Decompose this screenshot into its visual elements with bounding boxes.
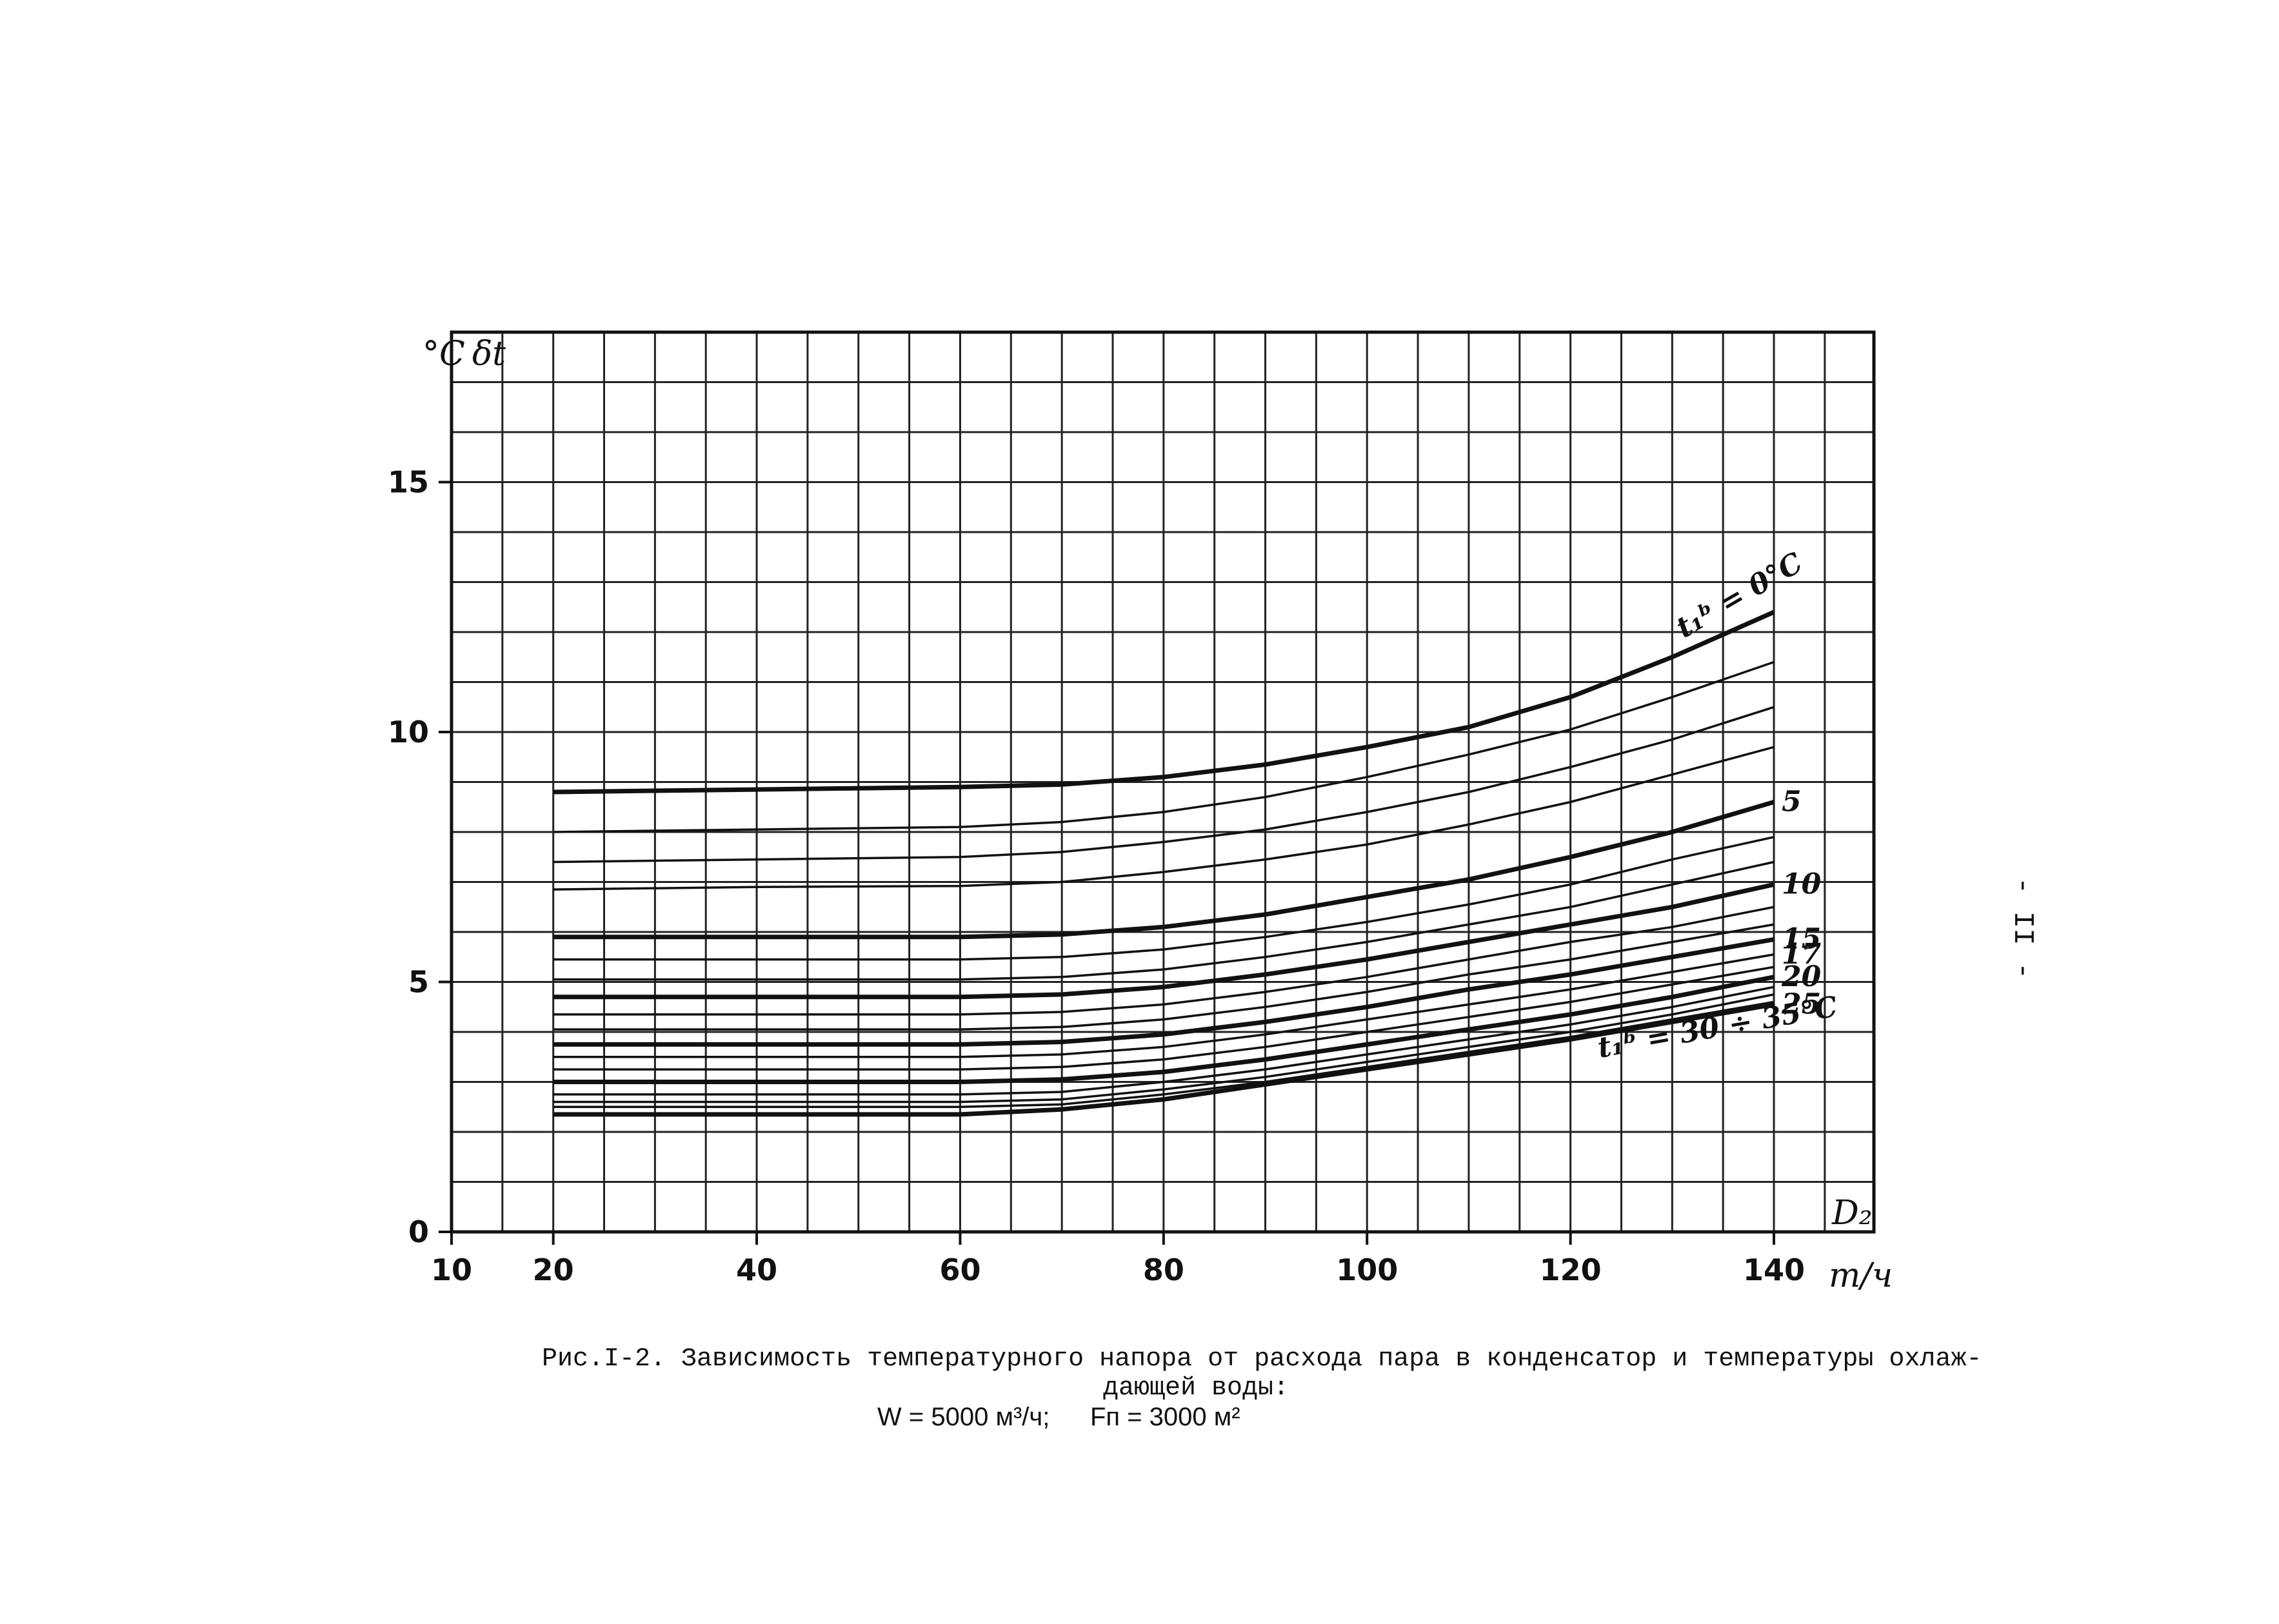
grid xyxy=(450,330,1876,1234)
series-line xyxy=(553,975,1775,1084)
series-line xyxy=(553,953,1775,1058)
y-tick-label: 15 xyxy=(388,465,429,500)
x-axis-label: D₂ xyxy=(1831,1194,1873,1233)
x-tick-label: 10 xyxy=(431,1253,472,1287)
series-label: 20 xyxy=(1781,960,1822,993)
y-tick-label: 10 xyxy=(388,715,429,749)
series-line xyxy=(553,706,1775,864)
x-tick-label: 140 xyxy=(1743,1253,1805,1287)
annotation-bottom-curve: t₁ᵇ = 30 ÷ 35°C xyxy=(1595,990,1840,1065)
figure-caption-formula-f: Fп = 3000 м² xyxy=(1090,1403,1240,1431)
page-number: - II - xyxy=(2006,877,2038,980)
series-line xyxy=(553,660,1775,833)
series-line xyxy=(553,965,1775,1071)
x-tick-label: 120 xyxy=(1540,1253,1602,1287)
series-label: 17 xyxy=(1782,938,1822,971)
x-tick-label: 40 xyxy=(736,1253,777,1287)
figure-caption-line2: дающей воды: xyxy=(1103,1374,1289,1403)
series-line xyxy=(553,860,1775,981)
x-tick-label: 20 xyxy=(533,1253,574,1287)
figure-caption-line1: Рис.I-2. Зависимость температурного напо… xyxy=(542,1345,1982,1374)
series-label: 5 xyxy=(1782,786,1802,818)
y-tick-label: 0 xyxy=(408,1214,429,1249)
series-line xyxy=(553,609,1775,795)
series-line xyxy=(553,1000,1775,1109)
x-tick-label: 100 xyxy=(1336,1253,1398,1287)
y-axis-label: δt xyxy=(472,335,506,373)
series-line xyxy=(553,800,1775,940)
series-label: 15 xyxy=(1782,923,1821,956)
series-line xyxy=(553,882,1775,1000)
figure-caption-formula-w: W = 5000 м³/ч; xyxy=(877,1403,1050,1431)
series-line xyxy=(553,937,1775,1047)
series-label: 10 xyxy=(1782,867,1822,900)
y-tick-label: 5 xyxy=(408,965,429,1000)
y-axis-unit: °C xyxy=(423,335,465,373)
annotation-top-curve: t₁ᵇ = 0°C xyxy=(1671,546,1808,645)
series-line xyxy=(553,985,1775,1096)
series-line xyxy=(553,836,1775,961)
series-line xyxy=(553,906,1775,1016)
x-axis-unit: т/ч xyxy=(1829,1256,1893,1295)
series-label: 25 xyxy=(1781,987,1821,1020)
series-line xyxy=(553,1002,1775,1117)
x-tick-label: 60 xyxy=(939,1253,980,1287)
series-line xyxy=(553,993,1775,1104)
x-tick-label: 80 xyxy=(1143,1253,1184,1287)
series-line xyxy=(553,923,1775,1031)
series-line xyxy=(553,746,1775,891)
axes: 10 20 40 60 80 100 120 140 0 5 10 15 xyxy=(388,465,1805,1288)
